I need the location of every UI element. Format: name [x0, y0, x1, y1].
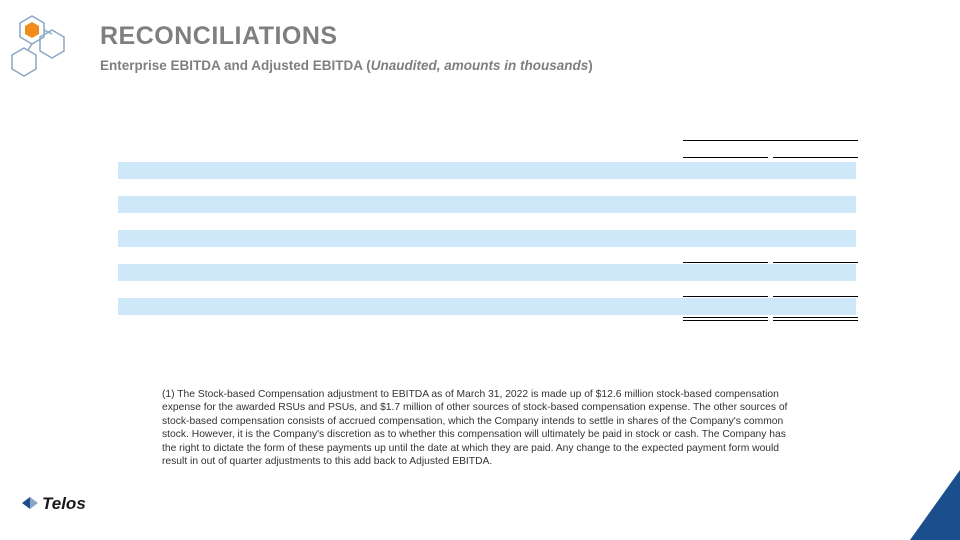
page-title: RECONCILIATIONS: [100, 22, 338, 51]
page-subtitle: Enterprise EBITDA and Adjusted EBITDA (U…: [100, 58, 593, 73]
header-rule: [683, 140, 858, 141]
table-row: [118, 162, 856, 179]
total-rule-a2: [683, 317, 768, 318]
total-rule-b1: [773, 296, 858, 297]
total-rule-a3: [683, 320, 768, 321]
total-rule-b2: [773, 317, 858, 318]
brand-logo: Telos: [18, 489, 108, 522]
table-row: [118, 298, 856, 315]
subtitle-lead: Enterprise EBITDA and Adjusted EBITDA (: [100, 58, 371, 73]
table-row: [118, 230, 856, 247]
subtitle-italic: Unaudited, amounts in thousands: [371, 58, 589, 73]
hex-ornament-icon: [2, 6, 82, 86]
table-row: [118, 264, 856, 281]
footnote-text: (1) The Stock-based Compensation adjustm…: [162, 388, 802, 468]
total-rule-b3: [773, 320, 858, 321]
table-row: [118, 196, 856, 213]
subtitle-close: ): [588, 58, 593, 73]
subtotal-rule-a: [683, 262, 768, 263]
subtotal-rule-b: [773, 262, 858, 263]
corner-accent: [910, 470, 960, 540]
total-rule-a1: [683, 296, 768, 297]
subheader-rule-b: [773, 157, 858, 158]
subheader-rule-a: [683, 157, 768, 158]
slide: RECONCILIATIONS Enterprise EBITDA and Ad…: [0, 0, 960, 540]
svg-text:Telos: Telos: [42, 494, 86, 513]
